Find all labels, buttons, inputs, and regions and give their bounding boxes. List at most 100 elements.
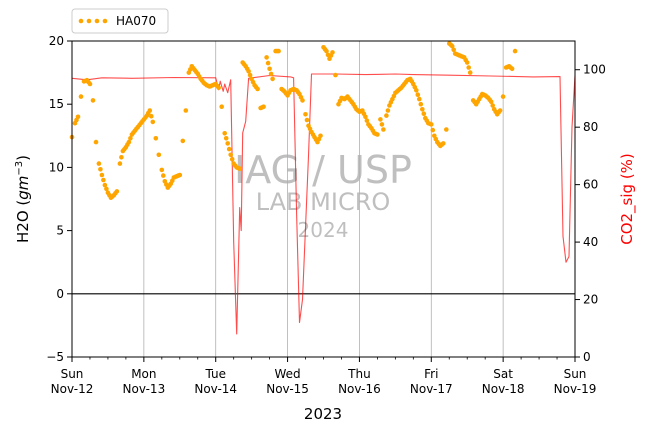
y-left-tick-label: 15 — [49, 97, 64, 111]
h2o-point — [488, 99, 494, 104]
y-left-tick-label: 20 — [49, 34, 64, 48]
h2o-point — [75, 114, 81, 120]
x-tick-label-date: Nov-12 — [51, 382, 94, 396]
x-tick-label-day: Tue — [204, 367, 226, 381]
h2o-point — [512, 48, 518, 54]
h2o-point — [414, 88, 419, 93]
h2o-point — [114, 189, 120, 194]
y-right-tick-label: 80 — [583, 120, 598, 134]
h2o-point — [180, 138, 186, 144]
h2o-point — [276, 48, 281, 54]
h2o-point — [119, 155, 124, 160]
h2o-point — [375, 132, 380, 137]
h2o-point — [261, 104, 266, 109]
h2o-point — [304, 117, 310, 123]
y-axis-left-title-close: ) — [14, 155, 32, 161]
h2o-point — [500, 94, 506, 99]
h2o-point — [420, 107, 425, 112]
h2o-point — [385, 108, 391, 113]
h2o-point — [324, 48, 329, 54]
h2o-series — [69, 41, 518, 200]
h2o-point — [363, 114, 368, 120]
x-axis-title: 2023 — [304, 405, 342, 423]
h2o-point — [255, 86, 260, 92]
y-right-tick-label: 0 — [583, 350, 591, 364]
h2o-point — [417, 96, 422, 102]
h2o-point — [98, 167, 103, 172]
y-left-tick-label: 10 — [49, 160, 64, 174]
y-right-tick-label: 20 — [583, 293, 598, 307]
y-right-tick-label: 60 — [583, 178, 598, 192]
h2o-point — [464, 60, 470, 65]
legend-marker-dots — [78, 18, 108, 24]
y-axis-left: −5 0 5 10 15 20 — [46, 34, 72, 364]
h2o-point — [379, 122, 385, 127]
h2o-point — [177, 172, 183, 178]
y-axis-right-title: CO2_sig (%) — [618, 153, 637, 245]
h2o-point — [384, 113, 389, 118]
x-axis: SunNov-12MonNov-13TueNov-14WedNov-15ThuN… — [51, 357, 597, 396]
h2o-point — [93, 139, 99, 145]
y-axis-right: 0 20 40 60 80 100 — [575, 63, 606, 364]
h2o-point — [216, 85, 221, 91]
y-axis-left-title-unit: gm — [14, 176, 32, 200]
h2o-point — [226, 146, 232, 152]
x-tick-label-date: Nov-15 — [266, 382, 309, 396]
h2o-point — [159, 167, 165, 173]
watermark-line-2: LAB MICRO — [256, 188, 391, 216]
x-tick-label-date: Nov-13 — [123, 382, 166, 396]
h2o-point — [90, 98, 96, 103]
h2o-point — [333, 72, 338, 78]
h2o-point — [264, 55, 269, 60]
x-tick-label-day: Sun — [61, 367, 84, 381]
h2o-point — [223, 136, 229, 141]
h2o-point — [378, 117, 383, 122]
y-right-tick-label: 40 — [583, 235, 598, 249]
h2o-point — [330, 50, 335, 55]
h2o-point — [104, 186, 109, 192]
legend: HA070 — [71, 8, 169, 34]
h2o-point — [300, 98, 305, 103]
h2o-point — [497, 108, 503, 113]
h2o-point — [490, 103, 496, 108]
h2o-point — [449, 43, 455, 49]
y-axis-left-title-main: H2O ( — [14, 200, 32, 243]
h2o-point — [467, 70, 473, 75]
y-left-tick-label: 0 — [56, 287, 64, 301]
x-tick-label-day: Sun — [564, 367, 587, 381]
h2o-point — [128, 136, 133, 141]
h2o-point — [229, 156, 235, 162]
legend-label: HA070 — [116, 14, 156, 28]
x-tick-label-day: Mon — [131, 367, 156, 381]
h2o-point — [156, 152, 162, 158]
h2o-point — [429, 122, 434, 127]
h2o-point — [147, 108, 153, 113]
h2o-point — [509, 66, 515, 72]
watermark: IAG / USP LAB MICRO 2024 — [234, 148, 412, 242]
h2o-point — [225, 141, 230, 146]
h2o-point — [161, 173, 166, 178]
h2o-point — [99, 172, 105, 178]
h2o-point — [228, 152, 233, 158]
h2o-point — [451, 47, 457, 53]
h2o-point — [418, 101, 424, 107]
h2o-point — [153, 136, 159, 141]
h2o-point — [441, 141, 446, 146]
co2-series — [71, 73, 576, 335]
h2o-point — [267, 66, 272, 72]
watermark-line-1: IAG / USP — [234, 148, 412, 192]
h2o-point — [430, 127, 436, 133]
h2o-point — [78, 94, 84, 99]
h2o-point — [117, 161, 123, 166]
x-tick-label-date: Nov-19 — [554, 382, 597, 396]
x-tick-label-date: Nov-16 — [338, 382, 381, 396]
h2o-point — [102, 182, 108, 188]
h2o-point — [237, 166, 242, 171]
legend-box — [71, 8, 169, 34]
h2o-point — [466, 65, 472, 70]
x-tick-label-date: Nov-14 — [194, 382, 237, 396]
h2o-point — [444, 127, 449, 132]
h2o-point — [183, 108, 189, 113]
h2o-point — [87, 81, 93, 87]
